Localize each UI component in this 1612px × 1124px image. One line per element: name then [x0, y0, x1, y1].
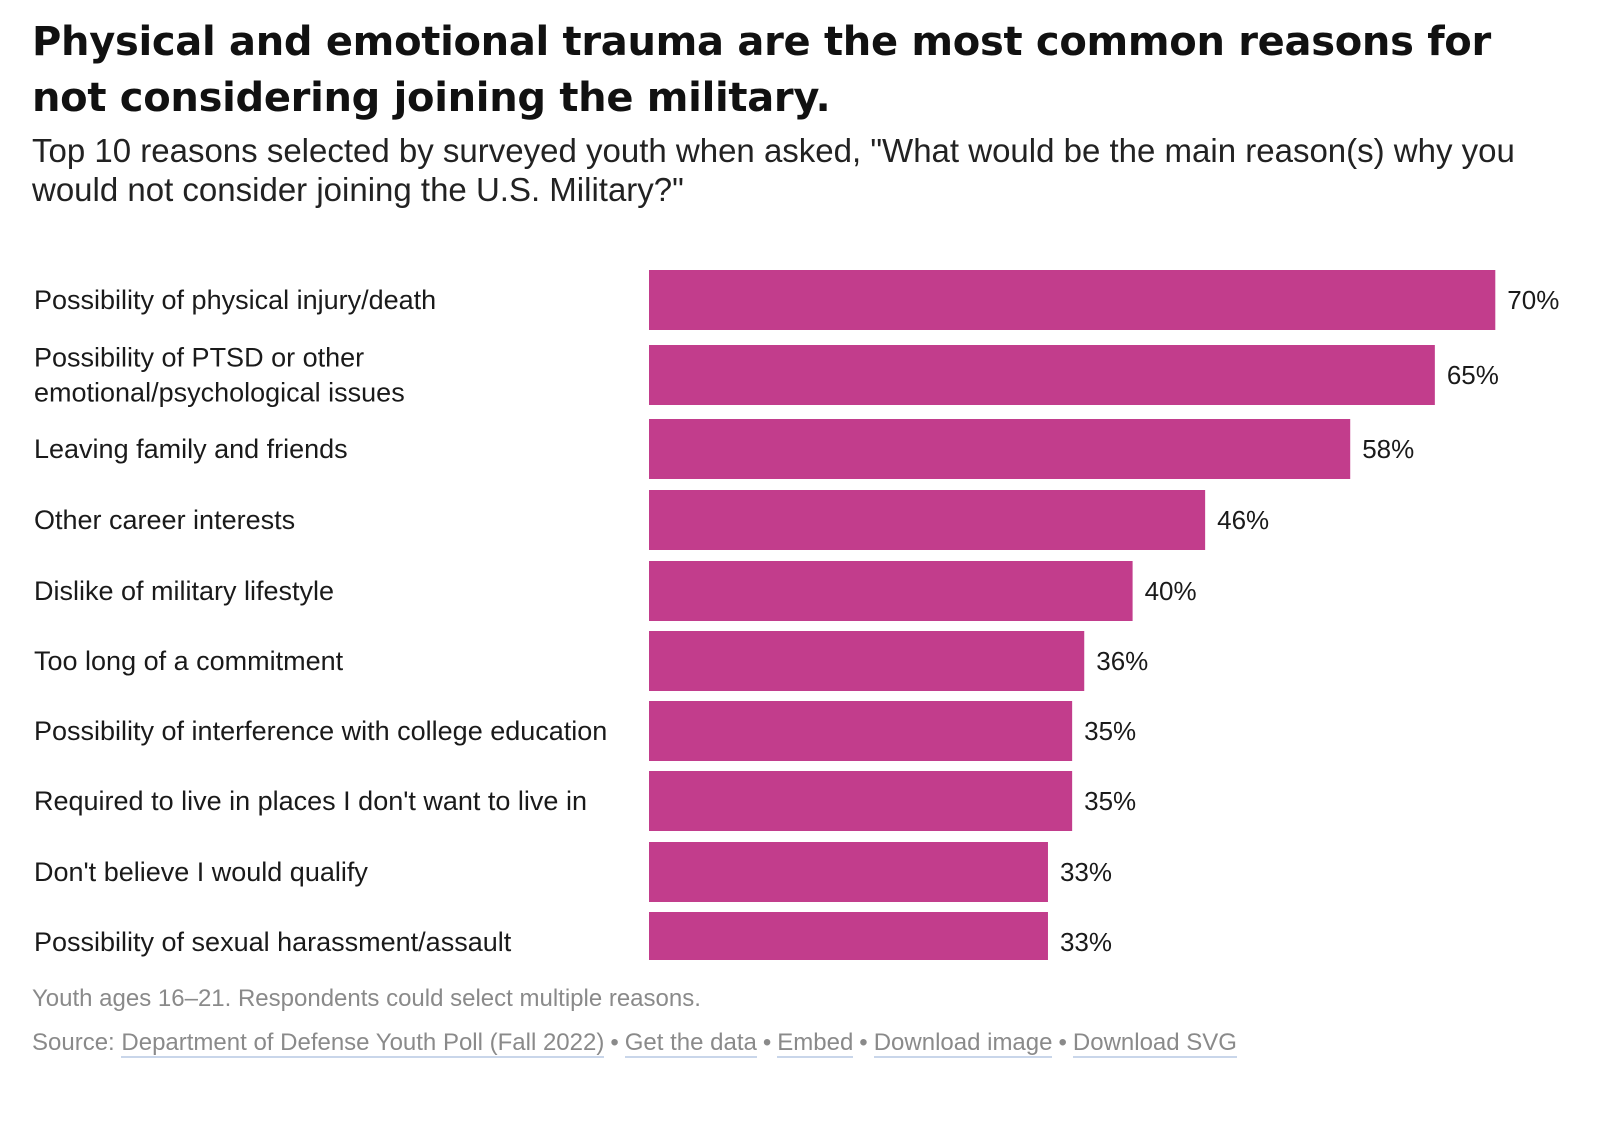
chart-note: Youth ages 16–21. Respondents could sele… [32, 985, 701, 1012]
download-image-link[interactable]: Download image [873, 1029, 1053, 1058]
source-prefix: Source: [32, 1029, 115, 1056]
category-label: Leaving family and friends [34, 434, 348, 464]
chart-subtitle: Top 10 reasons selected by surveyed yout… [32, 132, 1515, 208]
category-label: Possibility of sexual harassment/assault [34, 927, 512, 957]
value-label: 36% [1096, 646, 1148, 676]
category-label-line: Possibility of interference with college… [34, 716, 607, 746]
bar [649, 270, 1496, 330]
category-label-line: Possibility of physical injury/death [34, 285, 436, 315]
bar-chart: Possibility of physical injury/death 70% P… [34, 270, 1559, 960]
value-label: 58% [1362, 434, 1414, 464]
category-label-line: Other career interests [34, 505, 295, 535]
category-label: Required to live in places I don't want … [34, 786, 587, 816]
bar [649, 561, 1133, 621]
bar [649, 912, 1048, 960]
chart-title: Physical and emotional trauma are the mo… [32, 19, 1491, 121]
download-svg-link[interactable]: Download SVG [1072, 1029, 1237, 1058]
category-label: Possibility of PTSD or other emotional/ps… [34, 343, 405, 408]
get-the-data-link[interactable]: Get the data [624, 1029, 757, 1058]
separator: • [762, 1029, 772, 1056]
category-label: Too long of a commitment [34, 646, 344, 676]
category-label-line: Too long of a commitment [34, 646, 344, 676]
bar [649, 771, 1073, 831]
bar [649, 490, 1206, 550]
category-label-line: Don't believe I would qualify [34, 857, 368, 887]
category-label-line: Leaving family and friends [34, 434, 348, 464]
value-label: 35% [1084, 716, 1136, 746]
bar [649, 631, 1085, 691]
separator: • [610, 1029, 619, 1056]
value-label: 46% [1217, 505, 1269, 535]
embed-link[interactable]: Embed [777, 1029, 854, 1058]
category-label-line: emotional/psychological issues [34, 378, 405, 408]
value-label: 33% [1060, 927, 1112, 957]
category-label: Dislike of military lifestyle [34, 576, 334, 606]
separator: • [859, 1029, 868, 1056]
category-label: Don't believe I would qualify [34, 857, 368, 887]
bar [649, 842, 1048, 902]
value-label: 70% [1507, 285, 1559, 315]
separator: • [1058, 1029, 1067, 1056]
bar [649, 345, 1435, 405]
source-line: Source: Department of Defense Youth Poll… [32, 1027, 1237, 1059]
value-label: 40% [1145, 576, 1197, 606]
bar [649, 419, 1351, 479]
value-label: 33% [1060, 857, 1112, 887]
category-label: Other career interests [34, 505, 295, 535]
value-label: 35% [1084, 786, 1136, 816]
category-label: Possibility of physical injury/death [34, 285, 436, 315]
bar [649, 701, 1073, 761]
category-label-line: Required to live in places I don't want … [34, 786, 587, 816]
category-label: Possibility of interference with college… [34, 716, 607, 746]
source-link[interactable]: Department of Defense Youth Poll (Fall 2… [121, 1029, 605, 1058]
category-label-line: Possibility of sexual harassment/assault [34, 927, 512, 957]
category-label-line: Dislike of military lifestyle [34, 576, 334, 606]
value-label: 65% [1447, 360, 1499, 390]
category-label-line: Possibility of PTSD or other [34, 343, 364, 373]
